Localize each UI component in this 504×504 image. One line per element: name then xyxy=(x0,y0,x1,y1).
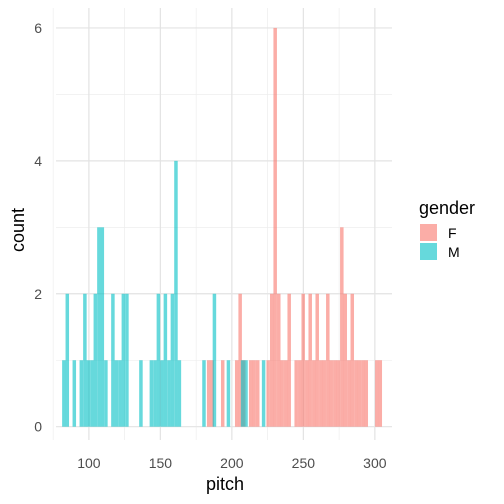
x-tick-label: 300 xyxy=(363,455,387,471)
bar-M xyxy=(83,293,87,427)
bar-M xyxy=(62,360,66,427)
legend-label-F: F xyxy=(448,225,457,241)
bar-F xyxy=(266,360,270,427)
y-axis-title: count xyxy=(8,208,28,252)
y-tick-label: 6 xyxy=(34,20,42,36)
bar-M xyxy=(65,293,70,427)
bar-F xyxy=(312,360,316,427)
bar-M xyxy=(149,360,154,427)
bar-M xyxy=(111,293,115,427)
bar-F xyxy=(322,360,326,427)
legend-key-M xyxy=(420,243,437,260)
bar-F xyxy=(329,360,333,427)
bar-M xyxy=(202,360,206,427)
bar-F xyxy=(220,360,225,427)
bar-F xyxy=(294,360,298,427)
legend: gender F M xyxy=(419,198,475,260)
bar-M xyxy=(97,227,101,427)
bar-M xyxy=(125,293,129,427)
bar-F xyxy=(364,360,369,427)
bar-F xyxy=(206,360,211,427)
y-tick-label: 0 xyxy=(34,419,42,435)
bar-F xyxy=(248,360,253,427)
bar-M xyxy=(118,360,122,427)
bar-M xyxy=(212,293,217,427)
bar-F xyxy=(298,360,302,427)
bar-M xyxy=(226,360,231,427)
bar-M xyxy=(160,360,164,427)
bar-M xyxy=(121,293,126,427)
bar-F xyxy=(305,360,309,427)
x-tick-label: 200 xyxy=(220,455,244,471)
bar-F xyxy=(336,360,340,427)
y-tick-labels: 0 2 4 6 xyxy=(34,20,42,435)
x-axis-title: pitch xyxy=(206,474,244,494)
bar-M xyxy=(261,360,266,427)
legend-title: gender xyxy=(419,198,475,218)
bar-M xyxy=(139,360,143,427)
bar-F xyxy=(319,360,323,427)
x-tick-label: 100 xyxy=(77,455,101,471)
x-tick-label: 150 xyxy=(149,455,173,471)
bar-M xyxy=(86,360,91,427)
bar-F xyxy=(357,360,362,427)
bar-F xyxy=(234,360,239,427)
bar-F xyxy=(315,293,319,427)
bar-F xyxy=(301,293,305,427)
bar-F xyxy=(333,360,337,427)
bar-F xyxy=(347,360,351,427)
bar-F xyxy=(270,293,274,427)
bar-M xyxy=(79,360,84,427)
legend-key-F xyxy=(420,224,437,241)
bar-F xyxy=(255,360,260,427)
bar-M xyxy=(114,360,119,427)
bar-F xyxy=(343,293,347,427)
bar-F xyxy=(252,360,256,427)
bar-F xyxy=(375,360,379,427)
bar-F xyxy=(350,293,355,427)
bar-F xyxy=(287,293,291,427)
x-tick-labels: 100 150 200 250 300 xyxy=(77,455,387,471)
bar-F xyxy=(354,360,358,427)
bar-F xyxy=(340,227,344,427)
bar-M xyxy=(244,360,248,427)
bar-F xyxy=(210,360,214,427)
bar-M xyxy=(100,227,105,427)
x-tick-label: 250 xyxy=(292,455,316,471)
bar-F xyxy=(273,27,277,427)
bar-M xyxy=(167,360,171,427)
bar-M xyxy=(72,360,77,427)
bar-F xyxy=(361,360,365,427)
bar-M xyxy=(240,360,245,427)
bar-M xyxy=(177,360,182,427)
y-tick-label: 2 xyxy=(34,286,42,302)
bar-F xyxy=(238,293,242,427)
bar-F xyxy=(277,293,281,427)
bar-F xyxy=(284,360,288,427)
bar-F xyxy=(378,360,383,427)
bar-M xyxy=(104,360,108,427)
bar-M xyxy=(156,293,161,427)
bar-F xyxy=(308,293,312,427)
bar-M xyxy=(90,360,94,427)
y-tick-label: 4 xyxy=(34,153,42,169)
bar-M xyxy=(170,293,175,427)
bar-F xyxy=(326,293,330,427)
bar-M xyxy=(174,160,178,427)
bar-F xyxy=(280,360,284,427)
legend-label-M: M xyxy=(448,244,460,260)
bar-M xyxy=(93,293,98,427)
bar-M xyxy=(153,360,157,427)
bar-M xyxy=(163,293,168,427)
bars xyxy=(62,27,383,427)
